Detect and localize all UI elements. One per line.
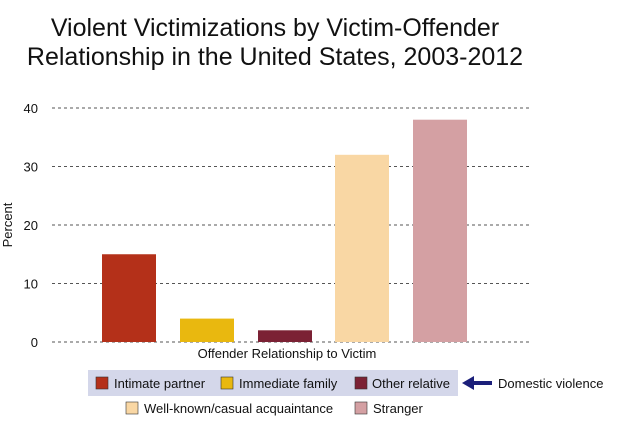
domestic-violence-note: Domestic violence bbox=[498, 376, 604, 391]
y-tick-label: 30 bbox=[24, 160, 38, 175]
legend: Intimate partner Immediate family Other … bbox=[88, 370, 604, 416]
y-tick-label: 40 bbox=[24, 101, 38, 116]
legend-label-acquaintance: Well-known/casual acquaintance bbox=[144, 401, 333, 416]
y-axis-label: Percent bbox=[0, 202, 15, 247]
y-tick-labels: 0 10 20 30 40 bbox=[24, 101, 38, 350]
y-tick-label: 0 bbox=[31, 335, 38, 350]
legend-swatch-acquaintance bbox=[125, 401, 139, 415]
y-tick-label: 20 bbox=[24, 218, 38, 233]
legend-label-intimate-partner: Intimate partner bbox=[114, 376, 206, 391]
bar-stranger bbox=[413, 119, 467, 342]
bar-immediate-family bbox=[180, 318, 234, 342]
bar-well-known-casual-acquaintance bbox=[335, 154, 389, 342]
bars bbox=[102, 119, 467, 342]
chart-title-line-2: Relationship in the United States, 2003-… bbox=[27, 43, 523, 71]
chart-title-line-1: Violent Victimizations by Victim-Offende… bbox=[51, 14, 499, 42]
bar-other-relative bbox=[258, 330, 312, 342]
legend-label-other-relative: Other relative bbox=[372, 376, 450, 391]
legend-swatch-other-relative bbox=[354, 376, 368, 390]
y-tick-label: 10 bbox=[24, 277, 38, 292]
x-axis-label: Offender Relationship to Victim bbox=[198, 346, 377, 361]
legend-swatch-intimate-partner bbox=[95, 376, 109, 390]
legend-label-stranger: Stranger bbox=[373, 401, 424, 416]
arrow-icon bbox=[462, 376, 492, 390]
bar-intimate-partner bbox=[102, 254, 156, 342]
legend-swatch-immediate-family bbox=[220, 376, 234, 390]
domestic-violence-highlight bbox=[88, 370, 458, 396]
legend-swatch-stranger bbox=[354, 401, 368, 415]
legend-label-immediate-family: Immediate family bbox=[239, 376, 338, 391]
